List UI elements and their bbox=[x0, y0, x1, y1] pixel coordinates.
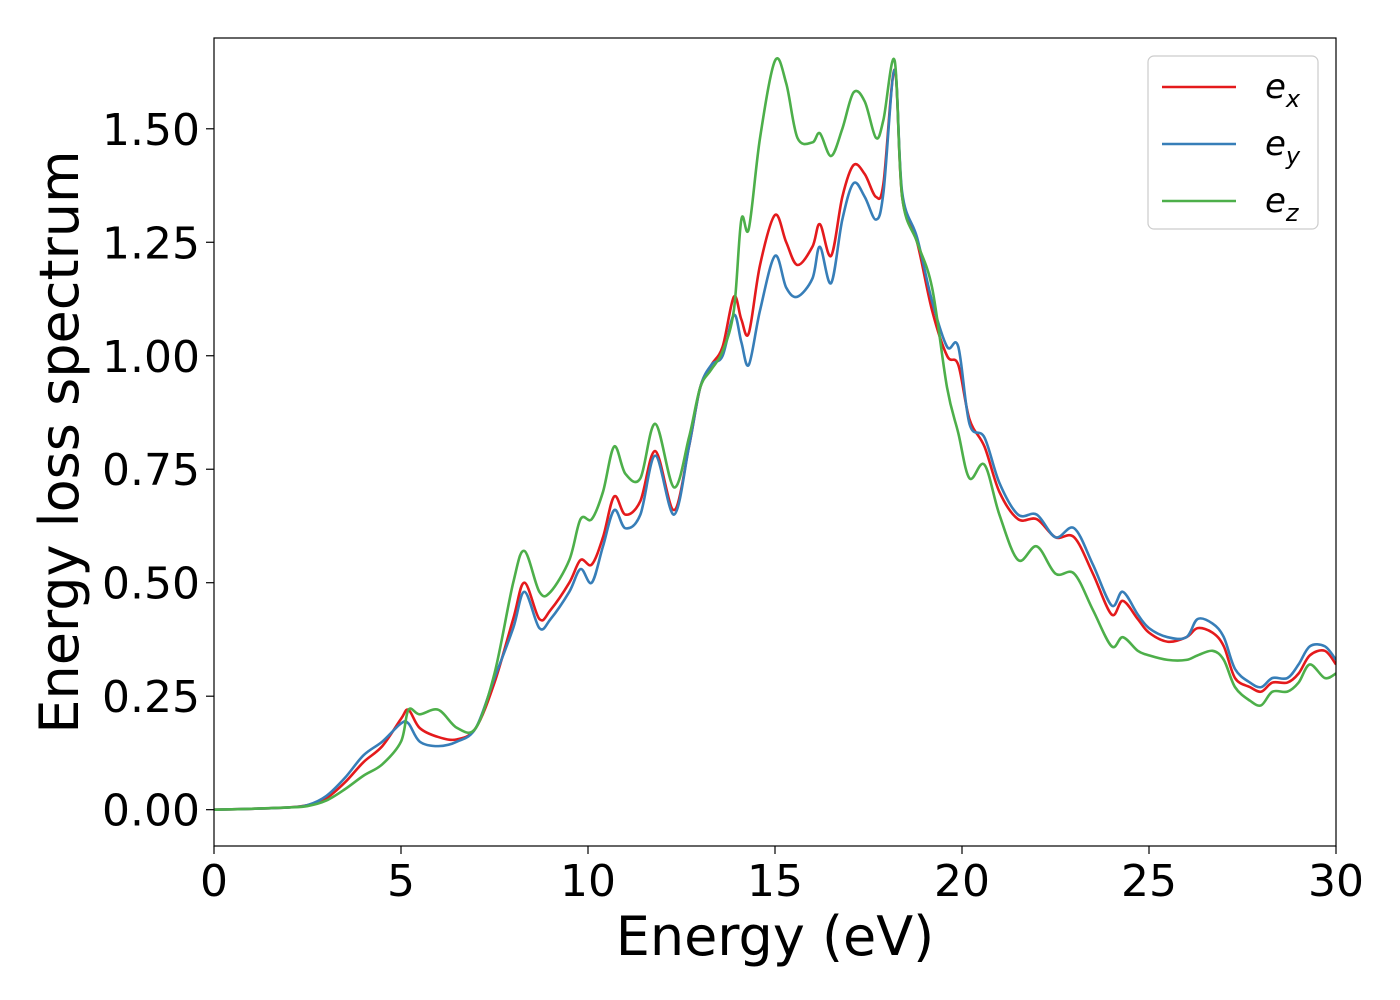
x-axis-ticks: 0 5 10 15 20 25 30 bbox=[200, 846, 1364, 907]
x-tick-label: 25 bbox=[1121, 856, 1177, 907]
legend-entry-y: ey bbox=[1162, 124, 1301, 170]
y-tick-label: 0.25 bbox=[102, 672, 200, 723]
x-tick-label: 5 bbox=[387, 856, 415, 907]
series-lines bbox=[214, 57, 1336, 811]
y-tick-label: 1.50 bbox=[102, 105, 200, 156]
series-line-z bbox=[214, 57, 1336, 811]
x-tick-label: 15 bbox=[747, 856, 803, 907]
y-tick-label: 0.00 bbox=[102, 786, 200, 837]
x-tick-label: 30 bbox=[1308, 856, 1364, 907]
legend-box bbox=[1147, 55, 1319, 230]
legend-label: ez bbox=[1265, 181, 1300, 227]
x-axis-label: Energy (eV) bbox=[616, 905, 935, 968]
y-axis-label: Energy loss spectrum bbox=[28, 150, 91, 733]
x-tick-label: 0 bbox=[200, 856, 228, 907]
y-tick-label: 1.25 bbox=[102, 218, 200, 269]
y-tick-label: 0.75 bbox=[102, 445, 200, 496]
legend-label: ex bbox=[1265, 67, 1301, 113]
y-tick-label: 0.50 bbox=[102, 559, 200, 610]
legend-entry-x: ex bbox=[1162, 67, 1301, 113]
legend-entry-z: ez bbox=[1162, 181, 1300, 227]
legend: ex ey ez bbox=[1147, 55, 1319, 230]
legend-label: ey bbox=[1265, 124, 1301, 170]
x-tick-label: 10 bbox=[560, 856, 616, 907]
y-tick-label: 1.00 bbox=[102, 332, 200, 383]
y-axis-ticks: 0.00 0.25 0.50 0.75 1.00 1.25 1.50 bbox=[102, 105, 214, 837]
x-tick-label: 20 bbox=[934, 856, 990, 907]
